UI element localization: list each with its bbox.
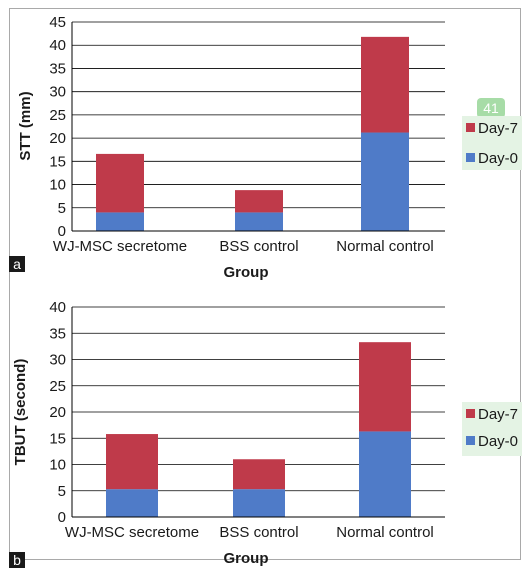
y-tick-label: 10 bbox=[49, 457, 66, 474]
bar-day-0-0 bbox=[96, 212, 144, 231]
x-category-label: BSS control bbox=[219, 524, 298, 541]
annotation-a: 41 bbox=[477, 98, 505, 118]
y-tick-label: 25 bbox=[49, 107, 66, 124]
y-tick-label: 5 bbox=[58, 483, 66, 500]
x-categories-b: WJ-MSC secretome BSS control Normal contro… bbox=[65, 524, 434, 541]
panel-letter-a-box: a bbox=[9, 256, 25, 272]
bar-day-7-0 bbox=[106, 434, 158, 490]
bar-day-7-1 bbox=[233, 459, 285, 490]
panel-letter-bg-a bbox=[9, 256, 25, 272]
y-tick-label: 20 bbox=[49, 404, 66, 421]
x-category-label: Normal control bbox=[336, 524, 434, 541]
x-category-label: WJ-MSC secretome bbox=[65, 524, 199, 541]
bar-day-0-0 bbox=[106, 489, 158, 517]
legend-label-day7-a: Day-7 bbox=[478, 120, 518, 137]
y-ticks-b: 0 5 10 15 20 25 30 35 40 bbox=[49, 299, 66, 526]
legend-swatch-day0-b bbox=[466, 436, 475, 445]
panel-letter-bg-b bbox=[9, 552, 25, 568]
bar-day-7-1 bbox=[235, 190, 283, 213]
bars-b bbox=[106, 342, 411, 517]
bar-day-7-0 bbox=[96, 153, 144, 213]
x-axis-title-b: Group bbox=[224, 550, 269, 567]
x-category-label: BSS control bbox=[219, 238, 298, 255]
legend-a: Day-7 Day-0 bbox=[462, 116, 522, 170]
bar-day-0-2 bbox=[361, 132, 409, 231]
legend-label-day7-b: Day-7 bbox=[478, 406, 518, 423]
panel-letter-b-box: b bbox=[9, 552, 25, 568]
y-tick-label: 35 bbox=[49, 325, 66, 342]
legend-swatch-day0-a bbox=[466, 153, 475, 162]
y-ticks-a: 0 5 10 15 20 25 30 35 40 45 bbox=[49, 14, 66, 240]
bar-day-0-2 bbox=[359, 431, 411, 517]
legend-label-day0-b: Day-0 bbox=[478, 433, 518, 450]
y-axis-title-a: STT (mm) bbox=[17, 91, 34, 160]
y-tick-label: 0 bbox=[58, 509, 66, 526]
bar-day-0-1 bbox=[233, 489, 285, 517]
panel-letter-a: a bbox=[13, 256, 21, 272]
y-tick-label: 25 bbox=[49, 378, 66, 395]
y-tick-label: 35 bbox=[49, 60, 66, 77]
y-tick-label: 40 bbox=[49, 37, 66, 54]
x-category-label: WJ-MSC secretome bbox=[53, 238, 187, 255]
annotation-value-a: 41 bbox=[483, 100, 499, 116]
chart-panel-b: 0 5 10 15 20 25 30 35 40 WJ-MSC secretome BSS con… bbox=[9, 299, 522, 568]
bar-day-0-1 bbox=[235, 212, 283, 231]
y-tick-label: 20 bbox=[49, 130, 66, 147]
legend-label-day0-a: Day-0 bbox=[478, 150, 518, 167]
chart-panel-a: 0 5 10 15 20 25 30 35 40 45 WJ-MSC secretome BSS c… bbox=[9, 14, 522, 281]
y-axis-title-b: TBUT (second) bbox=[12, 359, 29, 466]
y-tick-label: 10 bbox=[49, 177, 66, 194]
legend-b: Day-7 Day-0 bbox=[462, 402, 522, 456]
x-categories-a: WJ-MSC secretome BSS control Normal contro… bbox=[53, 238, 434, 255]
x-category-label: Normal control bbox=[336, 238, 434, 255]
bars-a bbox=[96, 36, 409, 231]
legend-swatch-day7-a bbox=[466, 123, 475, 132]
y-tick-label: 5 bbox=[58, 200, 66, 217]
annotation-bg-a bbox=[477, 98, 505, 118]
y-tick-label: 15 bbox=[49, 153, 66, 170]
bar-day-7-2 bbox=[359, 342, 411, 432]
y-tick-label: 45 bbox=[49, 14, 66, 31]
y-tick-label: 40 bbox=[49, 299, 66, 316]
y-tick-label: 30 bbox=[49, 352, 66, 369]
bar-day-7-2 bbox=[361, 36, 409, 133]
legend-swatch-day7-b bbox=[466, 409, 475, 418]
panel-letter-b: b bbox=[13, 552, 21, 568]
y-tick-label: 30 bbox=[49, 84, 66, 101]
x-axis-title-a: Group bbox=[224, 264, 269, 281]
y-tick-label: 15 bbox=[49, 430, 66, 447]
y-tick-label: 0 bbox=[58, 223, 66, 240]
